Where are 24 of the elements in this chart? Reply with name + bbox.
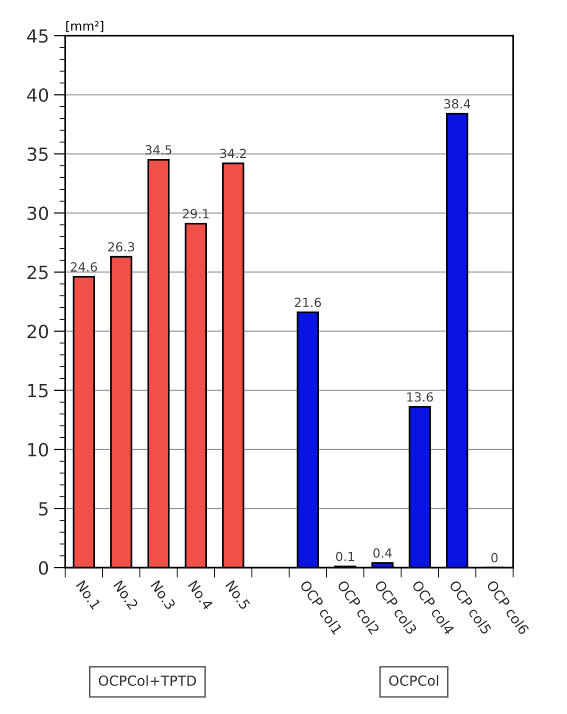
y-tick-label: 20: [28, 324, 48, 338]
data-label: 34.2: [220, 148, 246, 158]
y-axis-title: [mm²]: [66, 20, 104, 32]
y-tick-label: 10: [28, 442, 48, 457]
data-label: 26.3: [108, 242, 134, 252]
y-tick-label: 35: [28, 147, 48, 162]
y-tick-label: 15: [28, 384, 48, 398]
data-label: 21.6: [294, 298, 321, 308]
text: OCPCol+TPTD: [98, 675, 196, 686]
data-label: 0.1: [336, 552, 354, 562]
y-tick-label: 5: [39, 502, 48, 516]
data-label: 0.4: [373, 548, 392, 558]
y-tick-label: 25: [28, 266, 48, 280]
y-tick-label: 45: [27, 29, 48, 43]
data-label: 0: [491, 552, 498, 562]
data-label: 24.6: [70, 262, 97, 272]
y-tick-label: 40: [27, 88, 48, 102]
y-tick-label: 0: [38, 561, 48, 575]
data-label: 13.6: [407, 392, 433, 402]
y-tick-label: 30: [28, 206, 48, 220]
data-label: 34.5: [146, 145, 172, 155]
data-label: 38.4: [444, 99, 470, 109]
text: OCPCol: [389, 675, 438, 686]
data-label: 29.1: [182, 208, 209, 218]
